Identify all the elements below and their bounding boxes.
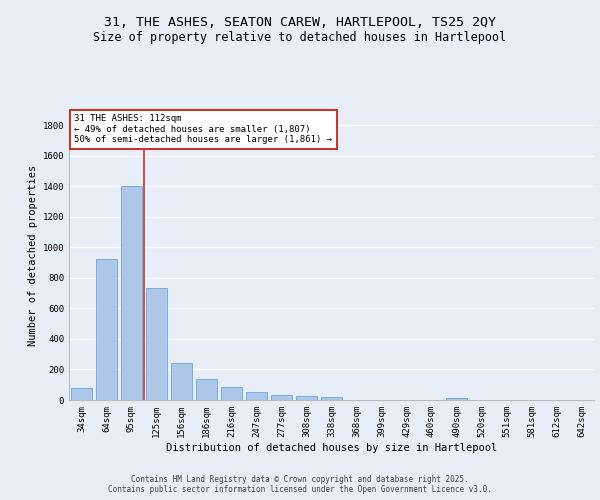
Bar [121, 186, 142, 400]
Bar [246, 392, 267, 400]
Bar [146, 288, 167, 400]
Bar [196, 378, 217, 400]
Text: 31, THE ASHES, SEATON CAREW, HARTLEPOOL, TS25 2QY: 31, THE ASHES, SEATON CAREW, HARTLEPOOL,… [104, 16, 496, 29]
Bar [221, 387, 242, 400]
Bar [296, 396, 317, 400]
Bar [171, 362, 192, 400]
X-axis label: Distribution of detached houses by size in Hartlepool: Distribution of detached houses by size … [166, 442, 497, 452]
Text: Size of property relative to detached houses in Hartlepool: Size of property relative to detached ho… [94, 31, 506, 44]
Text: Contains public sector information licensed under the Open Government Licence v3: Contains public sector information licen… [108, 486, 492, 494]
Text: 31 THE ASHES: 112sqm
← 49% of detached houses are smaller (1,807)
50% of semi-de: 31 THE ASHES: 112sqm ← 49% of detached h… [74, 114, 332, 144]
Bar [71, 388, 92, 400]
Bar [446, 398, 467, 400]
Y-axis label: Number of detached properties: Number of detached properties [28, 164, 38, 346]
Bar [96, 259, 117, 400]
Text: Contains HM Land Registry data © Crown copyright and database right 2025.: Contains HM Land Registry data © Crown c… [131, 474, 469, 484]
Bar [271, 396, 292, 400]
Bar [321, 398, 342, 400]
